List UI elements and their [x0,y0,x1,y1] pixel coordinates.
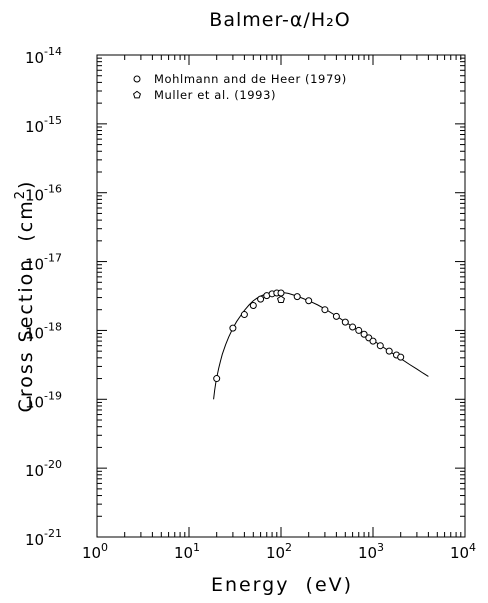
y-tick-label: 10-19 [25,389,62,411]
y-tick-label: 10-17 [25,252,62,274]
data-point-series-1 [321,306,329,314]
legend-marker-2 [132,90,142,99]
x-tick-label: 101 [174,541,200,562]
legend: Mohlmann and de Heer (1979) Muller et al.… [132,72,347,102]
data-point-series-1 [257,295,265,303]
data-point-series-1 [376,342,384,350]
data-point-series-1 [277,289,285,297]
y-tick-label: 10-18 [25,320,62,342]
data-point-series-1 [341,318,349,326]
x-tick-label: 102 [266,541,292,562]
y-tick-label: 10-20 [25,458,62,480]
x-tick-label: 100 [82,541,108,562]
data-point-series-1 [349,323,357,331]
data-point-series-1 [360,330,368,338]
y-tick-label: 10-14 [25,45,62,67]
data-point-series-1 [385,347,393,355]
data-point-series-1 [332,312,340,320]
x-tick-label: 103 [358,541,384,562]
fit-curve [213,291,429,400]
data-point-series-1 [369,337,377,345]
data-point-series-1 [305,297,313,305]
y-axis-label: Cross Section (cm2) [13,180,37,413]
y-tick-label: 10-16 [25,183,62,205]
data-point-series-2 [276,295,286,304]
y-tick-label: 10-15 [25,114,62,136]
legend-label-1: Mohlmann and de Heer (1979) [154,72,347,86]
chart-title: Balmer-α/H₂O [209,9,350,31]
fit-curve-layer [213,291,429,400]
x-tick-label: 104 [450,541,476,562]
legend-marker-1 [133,75,141,83]
data-point-series-1 [240,311,248,319]
legend-label-2: Muller et al. (1993) [154,88,276,102]
x-axis-label: Energy (eV) [211,574,353,596]
data-point-series-1 [355,326,363,334]
data-point-series-1 [249,302,257,310]
axis-ticks: 100 101 102 103 104 10-14 10-15 10-16 10-17 10-18… [25,45,476,562]
data-point-series-1 [397,353,405,361]
data-point-series-1 [213,375,221,383]
data-points [213,289,405,383]
y-tick-label: 10-21 [25,527,62,549]
data-point-series-1 [293,293,301,301]
data-point-series-1 [229,324,237,332]
